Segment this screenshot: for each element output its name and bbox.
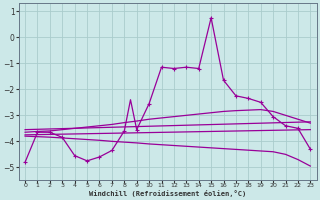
X-axis label: Windchill (Refroidissement éolien,°C): Windchill (Refroidissement éolien,°C) — [89, 190, 246, 197]
